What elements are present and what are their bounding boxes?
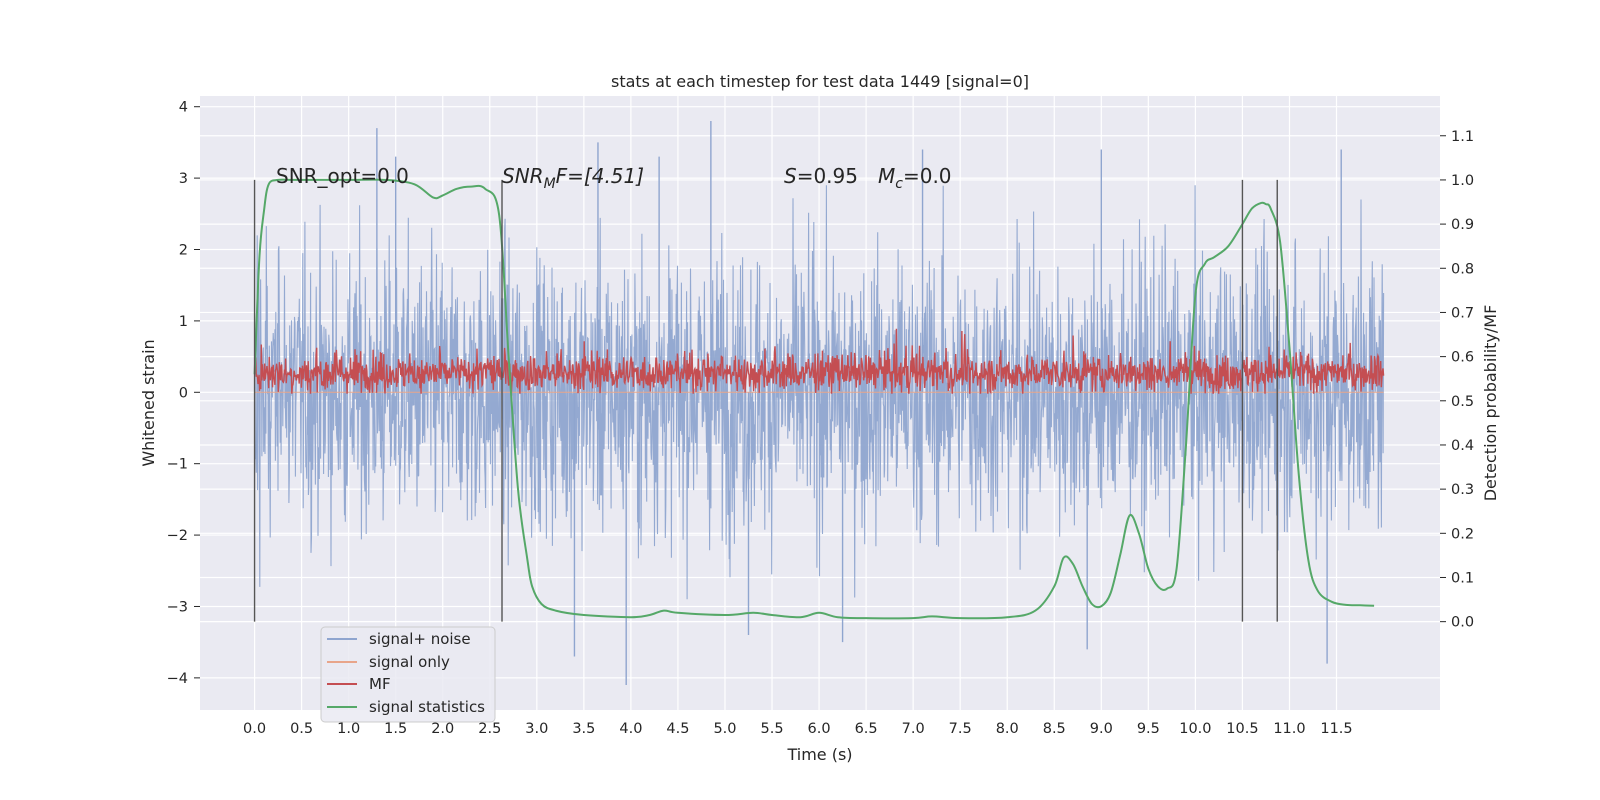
y-right-tick-label: 0.6 [1451, 350, 1474, 366]
x-tick-label: 8.5 [1043, 721, 1066, 737]
snr-mf-base: SNR [502, 164, 544, 188]
x-tick-label: 8.0 [996, 721, 1019, 737]
mc-sub: c [895, 176, 903, 192]
y-right-tick-label: 0.7 [1451, 305, 1474, 321]
x-tick-label: 2.0 [431, 721, 454, 737]
snr-mf-rest: F=[4.51] [556, 164, 644, 188]
x-tick-label: 7.0 [902, 721, 925, 737]
x-tick-label: 3.5 [572, 721, 595, 737]
y-right-tick-label: 0.3 [1451, 482, 1474, 498]
y-axis-label-right: Detection probability/MF [1481, 305, 1500, 502]
x-tick-label: 5.0 [713, 721, 736, 737]
x-tick-label: 4.0 [619, 721, 642, 737]
x-tick-label: 10.5 [1226, 721, 1258, 737]
y-left-tick-label: 2 [179, 243, 188, 259]
legend-box [320, 626, 496, 723]
y-right-tick-label: 0.0 [1451, 615, 1474, 631]
vertical-markers [253, 179, 1278, 622]
x-tick-label: 7.5 [949, 721, 972, 737]
x-axis-label: Time (s) [786, 745, 852, 764]
data-layer [253, 120, 1385, 686]
annotation-snr-mf: SNRMF=[4.51] [502, 164, 644, 192]
legend-label-signal-statistics: signal statistics [369, 698, 485, 716]
tick-labels: 0.0 0.5 1.0 1.5 2.0 2.5 3.0 3.5 4.0 4.5 5.0 5.5 6.0 6… [167, 100, 1474, 737]
y-left-tick-label: −3 [167, 599, 188, 615]
x-tick-label: 0.5 [290, 721, 313, 737]
y-left-tick-label: −2 [167, 528, 188, 544]
y-right-tick-label: 1.1 [1451, 129, 1474, 145]
y-right-tick-label: 0.1 [1451, 570, 1474, 586]
y-right-tick-label: 0.5 [1451, 394, 1474, 410]
x-tick-label: 1.5 [384, 721, 407, 737]
chart-title: stats at each timestep for test data 144… [611, 72, 1029, 91]
annotation-mc: Mc=0.0 [878, 164, 952, 192]
annotations: SNR_opt=0.0 SNRMF=[4.51] S=0.95 Mc=0.0 [276, 164, 952, 192]
x-tick-label: 6.0 [808, 721, 831, 737]
x-tick-label: 6.5 [855, 721, 878, 737]
y-left-tick-label: 1 [179, 314, 188, 330]
y-axis-label-left: Whitened strain [139, 339, 158, 466]
y-left-tick-label: 3 [179, 171, 188, 187]
y-right-tick-label: 1.0 [1451, 173, 1474, 189]
y-left-tick-label: −1 [167, 457, 188, 473]
legend: signal+ noise signal only MF signal stat… [320, 626, 496, 723]
x-tick-label: 11.5 [1320, 721, 1352, 737]
y-right-tick-label: 0.4 [1451, 438, 1474, 454]
x-tick-label: 9.0 [1090, 721, 1113, 737]
annotation-s-stat: S=0.95 [784, 164, 858, 188]
x-tick-label: 9.5 [1137, 721, 1160, 737]
y-right-tick-label: 0.2 [1451, 526, 1474, 542]
legend-label-signal-noise: signal+ noise [369, 630, 471, 648]
y-right-tick-label: 0.9 [1451, 217, 1474, 233]
annotation-snr-opt: SNR_opt=0.0 [276, 164, 409, 188]
s-stat-var: S [784, 164, 797, 188]
legend-label-mf: MF [369, 675, 391, 693]
y-left-tick-label: −4 [167, 671, 188, 687]
y-left-tick-label: 0 [179, 385, 188, 401]
series-mf-line [253, 328, 1385, 395]
legend-label-signal-only: signal only [369, 653, 450, 671]
x-tick-label: 5.5 [760, 721, 783, 737]
snr-mf-sub: M [544, 176, 556, 192]
x-tick-label: 11.0 [1273, 721, 1305, 737]
x-tick-label: 3.0 [525, 721, 548, 737]
mc-var: M [878, 164, 895, 188]
y-right-tick-label: 0.8 [1451, 261, 1474, 277]
x-tick-label: 2.5 [478, 721, 501, 737]
x-tick-label: 1.0 [337, 721, 360, 737]
s-stat-val: =0.95 [797, 164, 858, 188]
x-tick-label: 10.0 [1179, 721, 1211, 737]
x-tick-label: 4.5 [666, 721, 689, 737]
series-signal-statistics-line [253, 178, 1375, 620]
mc-val: =0.0 [903, 164, 952, 188]
x-tick-label: 0.0 [243, 721, 266, 737]
y-left-tick-label: 4 [179, 100, 188, 116]
